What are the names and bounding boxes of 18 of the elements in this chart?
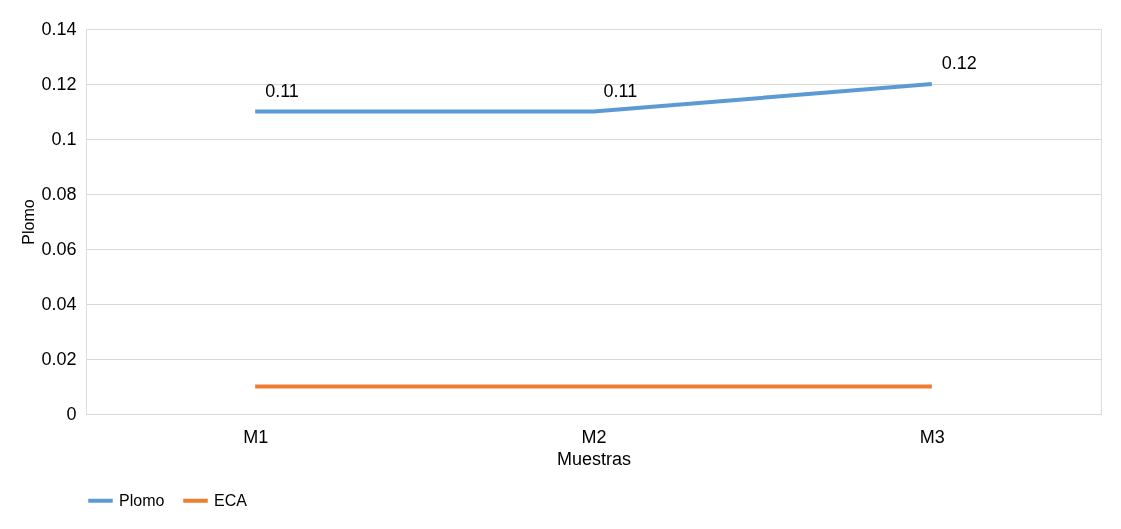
y-tick-label: 0.04	[41, 293, 77, 314]
data-label: 0.12	[941, 53, 977, 73]
y-tick-label: 0.08	[41, 183, 77, 204]
legend-label: ECA	[214, 491, 248, 509]
y-tick-label: 0.14	[41, 18, 77, 39]
legend-label: Plomo	[119, 491, 165, 509]
y-tick-label: 0.06	[41, 238, 77, 259]
data-label: 0.11	[265, 80, 299, 101]
y-tick-label: 0.02	[41, 348, 77, 369]
x-tick-label: M3	[919, 426, 945, 447]
y-tick-label: 0	[66, 403, 77, 424]
x-tick-label: M2	[581, 426, 607, 447]
y-axis-title: Plomo	[20, 199, 38, 245]
data-label: 0.11	[603, 80, 638, 101]
x-axis-title: Muestras	[556, 448, 632, 469]
y-tick-label: 0.1	[51, 128, 77, 149]
x-tick-label: M1	[243, 426, 269, 447]
y-tick-label: 0.12	[41, 73, 77, 94]
